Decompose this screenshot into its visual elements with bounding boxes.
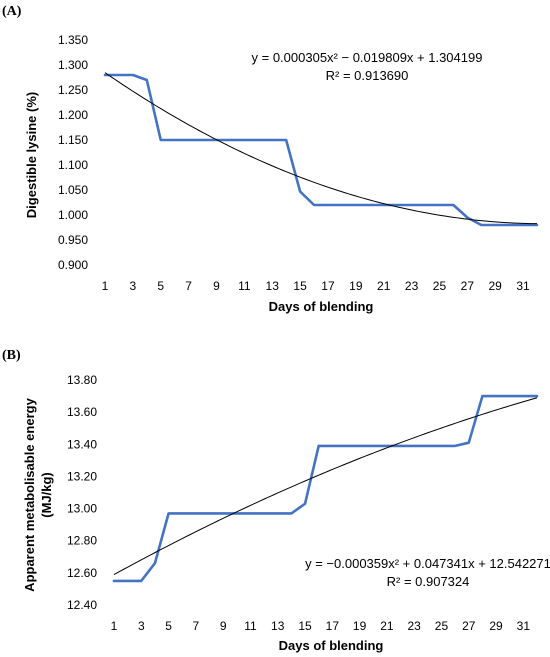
panel-a-trend-r2: R² = 0.913690 [326, 68, 409, 83]
panel-b-label: (B) [2, 348, 21, 363]
panel-b-trend-r2: R² = 0.907324 [387, 574, 470, 589]
panel-a-y-tick-label: 1.200 [58, 108, 88, 122]
panel-a-y-tick-label: 1.150 [58, 133, 88, 147]
panel-a-y-ticks: 0.900 0.950 1.000 1.050 1.100 1.150 1.200 1.250… [58, 33, 88, 272]
panel-b-x-tick-label: 23 [408, 619, 422, 633]
panel-b-x-tick-label: 11 [244, 619, 257, 633]
panel-a-x-tick-label: 23 [405, 279, 419, 293]
panel-b-x-tick-label: 3 [138, 619, 145, 633]
panel-a-y-tick-label: 0.950 [58, 233, 88, 247]
panel-a-y-tick-label: 1.350 [58, 33, 88, 47]
panel-b-trendline [113, 397, 538, 576]
panel-b-x-tick-label: 27 [462, 619, 476, 633]
panel-a-x-axis-title: Days of blending [269, 299, 374, 314]
panel-b-plot-area [112, 394, 539, 583]
panel-a-plot-area [103, 72, 539, 227]
panel-b-x-tick-label: 15 [298, 619, 312, 633]
panel-a-y-tick-label: 0.900 [58, 258, 88, 272]
panel-b-x-tick-label: 25 [435, 619, 449, 633]
panel-a-trendline [104, 72, 538, 225]
panel-a-x-tick-label: 31 [516, 279, 530, 293]
panel-a-x-tick-label: 29 [489, 279, 503, 293]
panel-b-x-tick-label: 7 [193, 619, 200, 633]
panel-a-y-axis-title: Digestible lysine (%) [24, 92, 39, 218]
panel-b-y-tick-label: 12.40 [67, 598, 97, 612]
panel-a-x-tick-label: 17 [321, 279, 335, 293]
panel-a-y-tick-label: 1.000 [58, 208, 88, 222]
panel-b-x-tick-label: 17 [326, 619, 340, 633]
panel-b-x-tick-label: 5 [165, 619, 172, 633]
chart-panel-b: (B) Apparent metabolisable energy (MJ/kg… [2, 348, 550, 653]
panel-b-y-tick-label: 13.00 [67, 502, 97, 516]
panel-a-y-tick-label: 1.100 [58, 158, 88, 172]
panel-b-y-ticks: 12.40 12.60 12.80 13.00 13.20 13.40 13.60 13.80 [67, 373, 97, 612]
panel-b-series-line [112, 394, 539, 583]
panel-b-y-axis-title: Apparent metabolisable energy [22, 397, 37, 591]
panel-a-x-tick-label: 5 [157, 279, 164, 293]
panel-a-y-tick-label: 1.300 [58, 58, 88, 72]
panel-a-x-ticks: 1 3 5 7 9 11 13 15 17 19 21 23 25 27 29 31 [102, 279, 530, 293]
panel-b-x-tick-label: 19 [353, 619, 367, 633]
panel-a-x-tick-label: 3 [130, 279, 137, 293]
panel-b-x-tick-label: 13 [271, 619, 285, 633]
panel-b-y-tick-label: 13.60 [67, 405, 97, 419]
panel-b-y-tick-label: 13.40 [67, 437, 97, 451]
panel-b-x-tick-label: 9 [220, 619, 227, 633]
panel-b-y-axis-title-unit: (MJ/kg) [39, 472, 54, 518]
panel-b-y-tick-label: 12.60 [67, 566, 97, 580]
panel-b-y-tick-label: 13.20 [67, 469, 97, 483]
panel-a-x-tick-label: 25 [433, 279, 447, 293]
panel-b-x-tick-label: 31 [517, 619, 531, 633]
panel-b-trend-equation: y = −0.000359x² + 0.047341x + 12.542271 [305, 556, 550, 571]
panel-b-y-tick-label: 12.80 [67, 534, 97, 548]
panel-b-x-tick-label: 21 [380, 619, 394, 633]
panel-b-x-ticks: 1 3 5 7 9 11 13 15 17 19 21 23 25 27 29 31 [111, 619, 531, 633]
panel-a-x-tick-label: 21 [377, 279, 391, 293]
panel-b-y-tick-label: 13.80 [67, 373, 97, 387]
panel-a-x-tick-label: 11 [238, 279, 251, 293]
panel-b-x-axis-title: Days of blending [279, 638, 384, 653]
panel-a-x-tick-label: 15 [293, 279, 307, 293]
panel-b-x-tick-label: 1 [111, 619, 118, 633]
panel-a-x-tick-label: 19 [349, 279, 363, 293]
panel-a-x-tick-label: 27 [461, 279, 475, 293]
panel-a-x-tick-label: 13 [266, 279, 280, 293]
panel-a-trend-equation: y = 0.000305x² − 0.019809x + 1.304199 [252, 50, 483, 65]
panel-b-x-tick-label: 29 [489, 619, 503, 633]
panel-a-y-tick-label: 1.050 [58, 183, 88, 197]
panel-a-series-line [103, 73, 539, 227]
panel-a-label: (A) [2, 4, 22, 19]
panel-a-x-tick-label: 9 [213, 279, 220, 293]
panel-a-y-tick-label: 1.250 [58, 83, 88, 97]
panel-a-x-tick-label: 7 [185, 279, 192, 293]
panel-a-x-tick-label: 1 [102, 279, 109, 293]
chart-panel-a: (A) Digestible lysine (%) Days of blendi… [2, 4, 539, 314]
